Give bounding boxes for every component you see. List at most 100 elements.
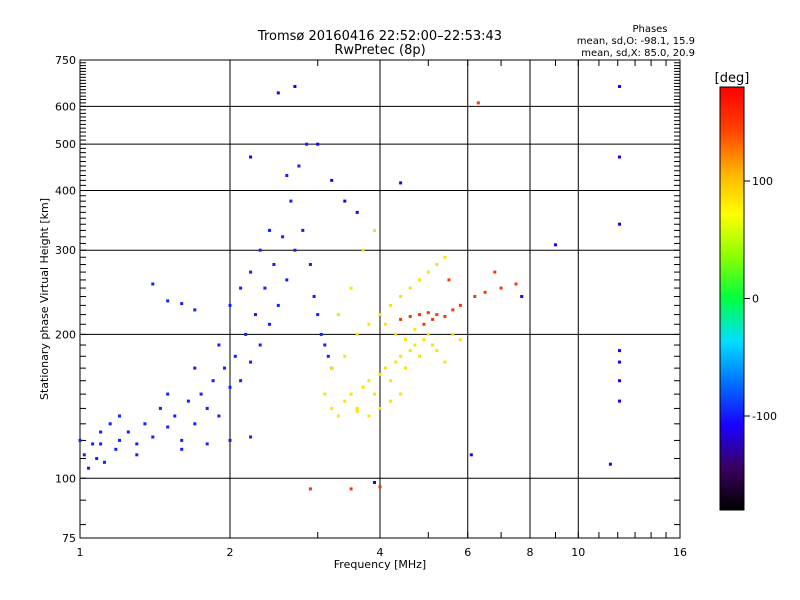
data-point [118, 414, 121, 418]
data-point [343, 199, 347, 203]
x-tick-label: 8 [527, 546, 534, 559]
data-point [361, 385, 365, 389]
data-point [268, 228, 271, 232]
data-point [447, 278, 451, 282]
data-point [285, 278, 289, 282]
y-tick-label: 200 [55, 328, 76, 341]
chart-subtitle: RwPretec (8p) [334, 43, 425, 58]
data-point [180, 302, 184, 306]
grid-lines [80, 60, 680, 538]
data-point [473, 295, 477, 298]
data-point [418, 313, 421, 317]
data-point [249, 435, 253, 439]
data-point [217, 343, 221, 347]
data-point [443, 360, 447, 364]
data-point [378, 485, 382, 489]
data-point [514, 282, 518, 286]
data-point [431, 317, 435, 321]
data-point [469, 453, 473, 457]
data-point [336, 414, 340, 418]
data-point [239, 286, 243, 290]
data-point [319, 332, 323, 336]
data-point [82, 453, 86, 457]
data-point [330, 178, 334, 182]
data-point [316, 142, 320, 146]
data-point [458, 338, 462, 342]
data-point [336, 313, 340, 317]
data-point [383, 366, 387, 370]
data-point [233, 354, 237, 358]
data-point [399, 317, 403, 321]
data-point [316, 313, 320, 317]
colorbar [719, 86, 745, 511]
data-point [389, 379, 393, 383]
data-point [426, 311, 430, 315]
data-point [383, 322, 387, 326]
data-point [389, 303, 393, 307]
data-point [95, 457, 99, 460]
data-point [193, 366, 197, 370]
data-point [435, 349, 439, 353]
data-point [217, 414, 221, 418]
data-point [378, 313, 382, 317]
data-point [451, 332, 455, 336]
data-point [422, 322, 426, 326]
x-tick-label: 10 [571, 546, 585, 559]
y-tick-label: 500 [55, 138, 76, 151]
data-point [239, 379, 243, 383]
data-point [186, 399, 190, 403]
data-point [618, 360, 621, 364]
data-point [443, 315, 447, 318]
data-point [618, 155, 621, 159]
data-point [249, 360, 253, 364]
data-point [258, 248, 262, 252]
data-point [78, 438, 82, 442]
x-tick-label: 4 [377, 546, 384, 559]
data-point [426, 270, 430, 274]
data-point [493, 270, 497, 274]
data-point [135, 453, 139, 457]
y-tick-label: 300 [55, 244, 76, 257]
data-point [301, 228, 305, 232]
data-point [399, 295, 403, 298]
data-point [435, 263, 439, 266]
data-point [418, 354, 421, 358]
stats-heading: Phases [632, 24, 667, 35]
stats-o-line: mean, sd,O: -98.1, 15.9 [577, 36, 695, 47]
data-point [608, 462, 612, 466]
data-point [431, 343, 435, 347]
data-point [330, 366, 334, 370]
colorbar-tick-label: 100 [752, 175, 773, 188]
data-point [618, 349, 621, 353]
data-point [166, 425, 170, 429]
stats-x-line: mean, sd,X: 85.0, 20.9 [581, 48, 695, 59]
data-point [263, 286, 267, 290]
data-point [228, 303, 232, 307]
data-point [199, 392, 203, 396]
data-point [173, 414, 177, 418]
data-point [276, 303, 280, 307]
x-tick-label: 6 [464, 546, 471, 559]
data-point [114, 447, 118, 451]
data-points [78, 85, 621, 491]
data-point [135, 442, 139, 446]
data-point [373, 392, 376, 396]
data-point [413, 343, 417, 347]
data-point [223, 366, 226, 370]
data-point [244, 332, 248, 336]
data-point [166, 299, 170, 303]
data-point [151, 435, 155, 439]
data-point [193, 308, 197, 312]
data-point [118, 438, 121, 442]
data-point [99, 430, 103, 434]
data-point [418, 278, 421, 282]
data-point [355, 332, 359, 336]
axis-ticks [79, 60, 681, 538]
data-point [355, 406, 359, 410]
data-point [394, 360, 398, 364]
data-point [476, 101, 480, 105]
data-point [499, 286, 503, 290]
data-point [293, 85, 297, 88]
data-point [103, 460, 106, 464]
data-point [343, 399, 347, 403]
